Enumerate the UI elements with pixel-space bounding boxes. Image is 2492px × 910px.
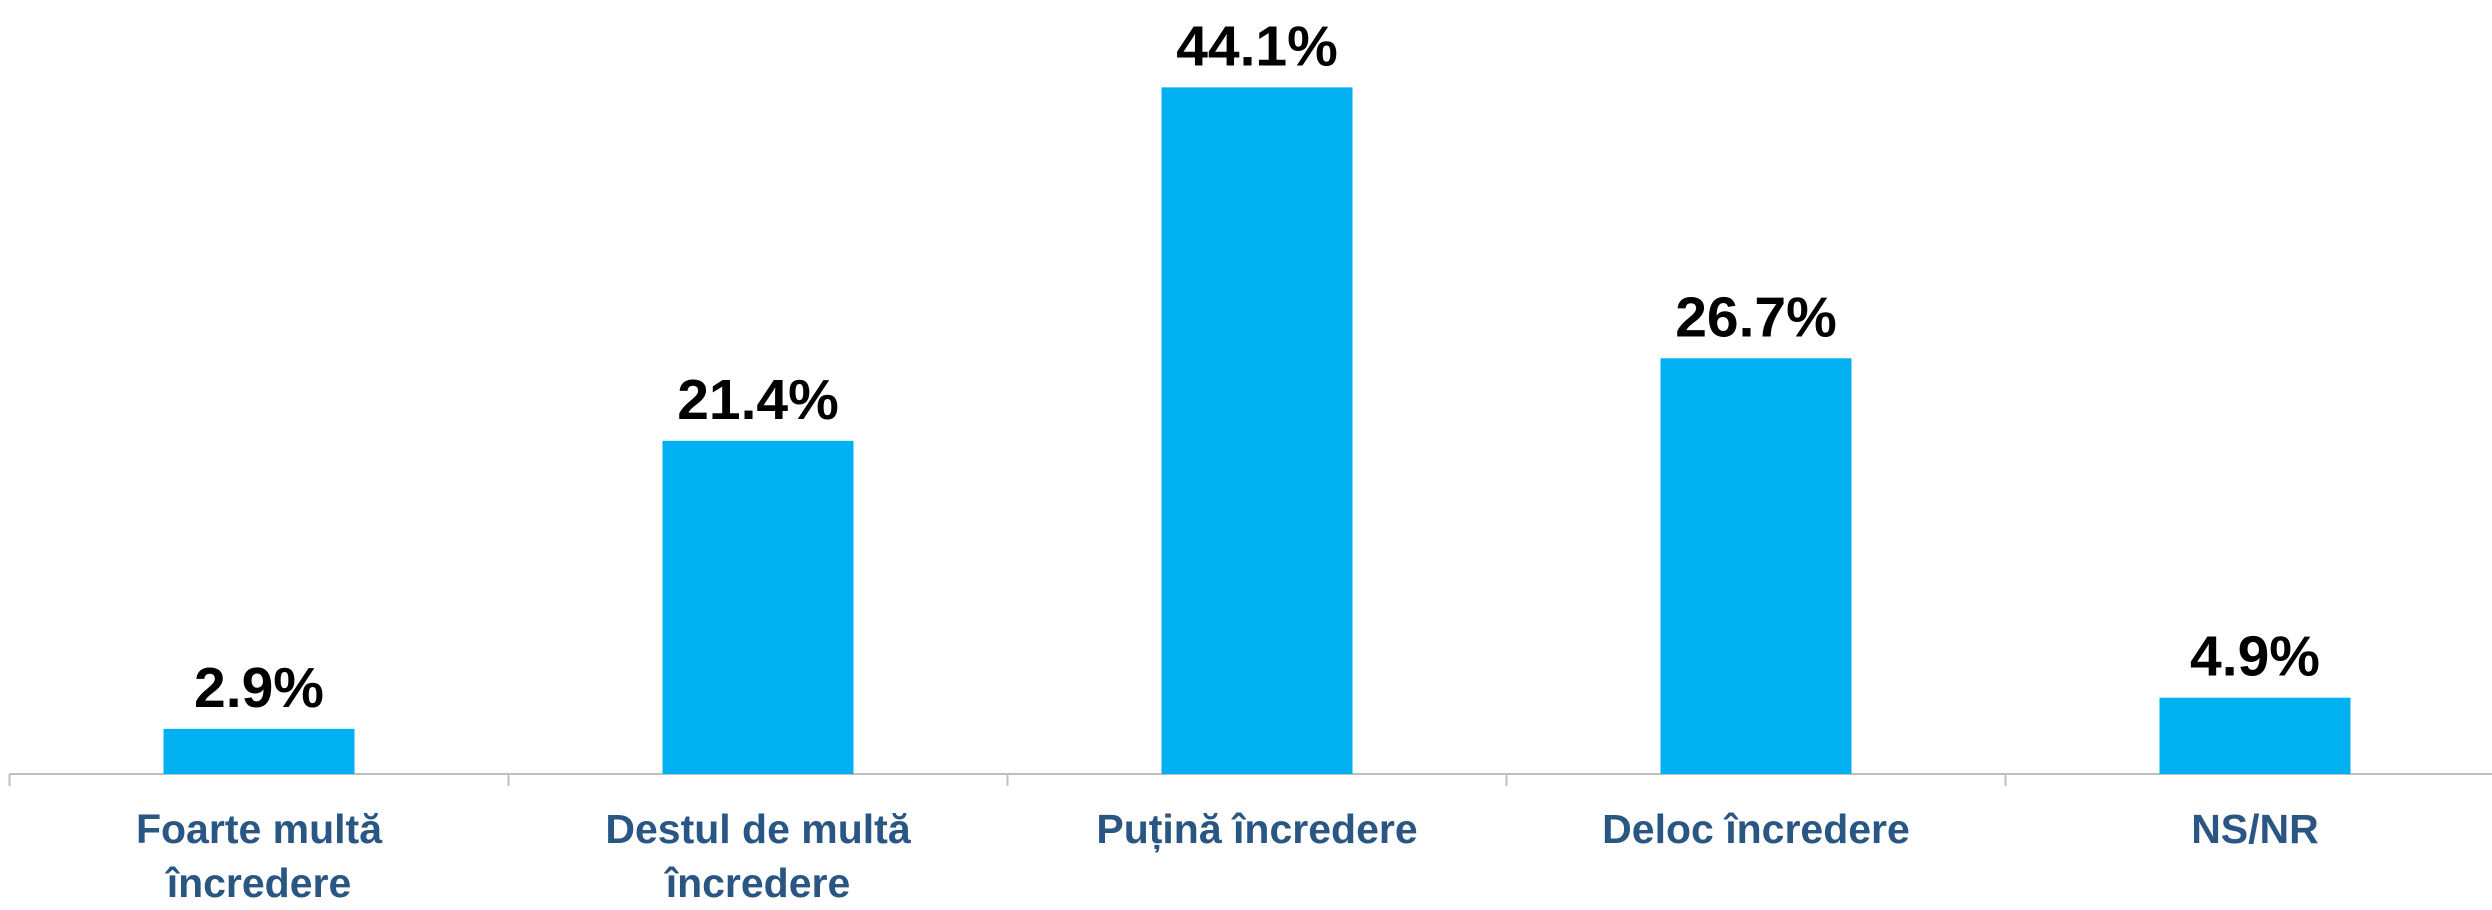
bar: [2159, 697, 2351, 774]
x-tick-label: Puțină încredere: [1096, 806, 1418, 852]
value-label: 4.9%: [2190, 625, 2320, 689]
bar: [1660, 358, 1852, 774]
value-label: 44.1%: [1176, 14, 1338, 78]
x-tick-label: Foarte multă încredere: [135, 806, 383, 906]
x-tick-label: Deloc încredere: [1602, 806, 1910, 852]
bar: [662, 440, 854, 774]
bar: [163, 728, 355, 774]
x-tick-label: Destul de multă încredere: [605, 806, 911, 906]
value-label: 2.9%: [194, 656, 324, 720]
value-label: 26.7%: [1675, 285, 1837, 349]
value-label: 21.4%: [677, 368, 839, 432]
bar: [1161, 87, 1353, 775]
x-tick-label: NS/NR: [2191, 806, 2319, 852]
